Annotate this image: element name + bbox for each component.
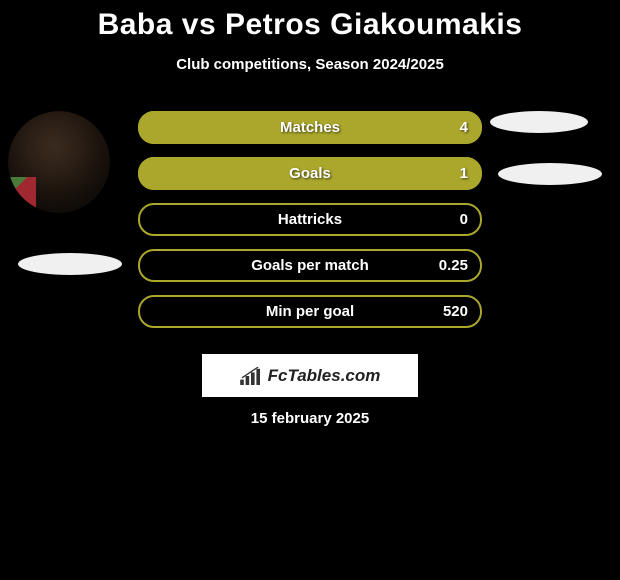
player-left-shadow [18, 253, 122, 275]
stat-bar-label: Matches [138, 119, 482, 136]
date-text: 15 february 2025 [0, 410, 620, 427]
stat-bar-value: 1 [460, 165, 468, 182]
page-title: Baba vs Petros Giakoumakis [0, 0, 620, 42]
logo-box: FcTables.com [202, 354, 418, 397]
stat-bar: Min per goal520 [138, 295, 482, 328]
stat-bar-label: Goals [138, 165, 482, 182]
stat-bar: Matches4 [138, 111, 482, 144]
stat-bar: Goals per match0.25 [138, 249, 482, 282]
subtitle: Club competitions, Season 2024/2025 [0, 56, 620, 73]
player-right-shadow-1 [490, 111, 588, 133]
stat-bar-label: Hattricks [138, 211, 482, 228]
stat-bar: Hattricks0 [138, 203, 482, 236]
stat-bar-value: 520 [443, 303, 468, 320]
stat-bar-value: 0 [460, 211, 468, 228]
stat-bar-value: 0.25 [439, 257, 468, 274]
player-left-avatar [8, 111, 110, 213]
stat-bar: Goals1 [138, 157, 482, 190]
player-right-shadow-2 [498, 163, 602, 185]
stat-bar-label: Min per goal [138, 303, 482, 320]
stat-bar-label: Goals per match [138, 257, 482, 274]
logo-text: FcTables.com [268, 366, 381, 386]
stat-bars: Matches4Goals1Hattricks0Goals per match0… [138, 111, 482, 341]
stat-bar-value: 4 [460, 119, 468, 136]
player-left-photo [8, 111, 110, 213]
bars-icon [240, 367, 262, 385]
